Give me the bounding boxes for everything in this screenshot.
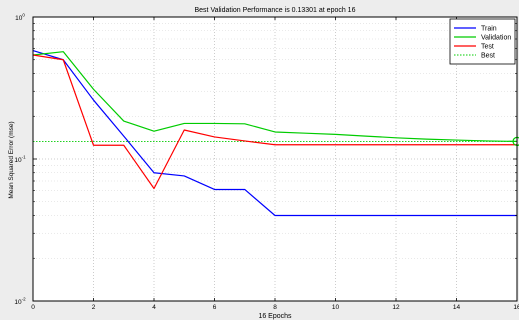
grid [33,17,517,301]
x-tick-label: 10 [332,304,340,311]
x-tick-label: 16 [513,304,519,311]
series-line-test [32,54,517,190]
x-tick-label: 2 [92,304,96,311]
y-axis-label: Mean Squared Error (mse) [8,121,15,198]
legend-label-train: Train [481,26,497,33]
x-tick-label: 6 [213,304,217,311]
x-tick-label: 8 [273,304,277,311]
y-tick-label-exponent: -1 [22,155,26,160]
y-tick-label-exponent: 0 [22,13,25,18]
legend: Train Validation Test Best [449,18,516,65]
y-tick-label-exponent: -2 [22,297,26,302]
x-axis-label: 16 Epochs [258,313,292,320]
x-tick-label: 12 [392,304,400,311]
legend-label-test: Test [481,44,494,51]
y-tick-label: 10-2 [14,297,26,307]
series-lines [32,50,519,217]
x-tick-label: 0 [31,304,35,311]
series-line-validation [32,51,518,143]
y-tick-label: 10-1 [14,155,26,165]
axis-ticks: 0 2 4 6 8 10 12 14 16 100 10-1 10-2 [14,13,519,312]
x-tick-label: 4 [152,304,156,311]
y-tick-label: 100 [15,13,25,23]
legend-label-validation: Validation [481,35,511,42]
legend-box [449,18,516,65]
x-tick-label: 14 [453,304,461,311]
chart-title: Best Validation Performance is 0.13301 a… [195,7,356,14]
legend-label-best: Best [481,53,495,60]
series-line-train [32,50,517,217]
